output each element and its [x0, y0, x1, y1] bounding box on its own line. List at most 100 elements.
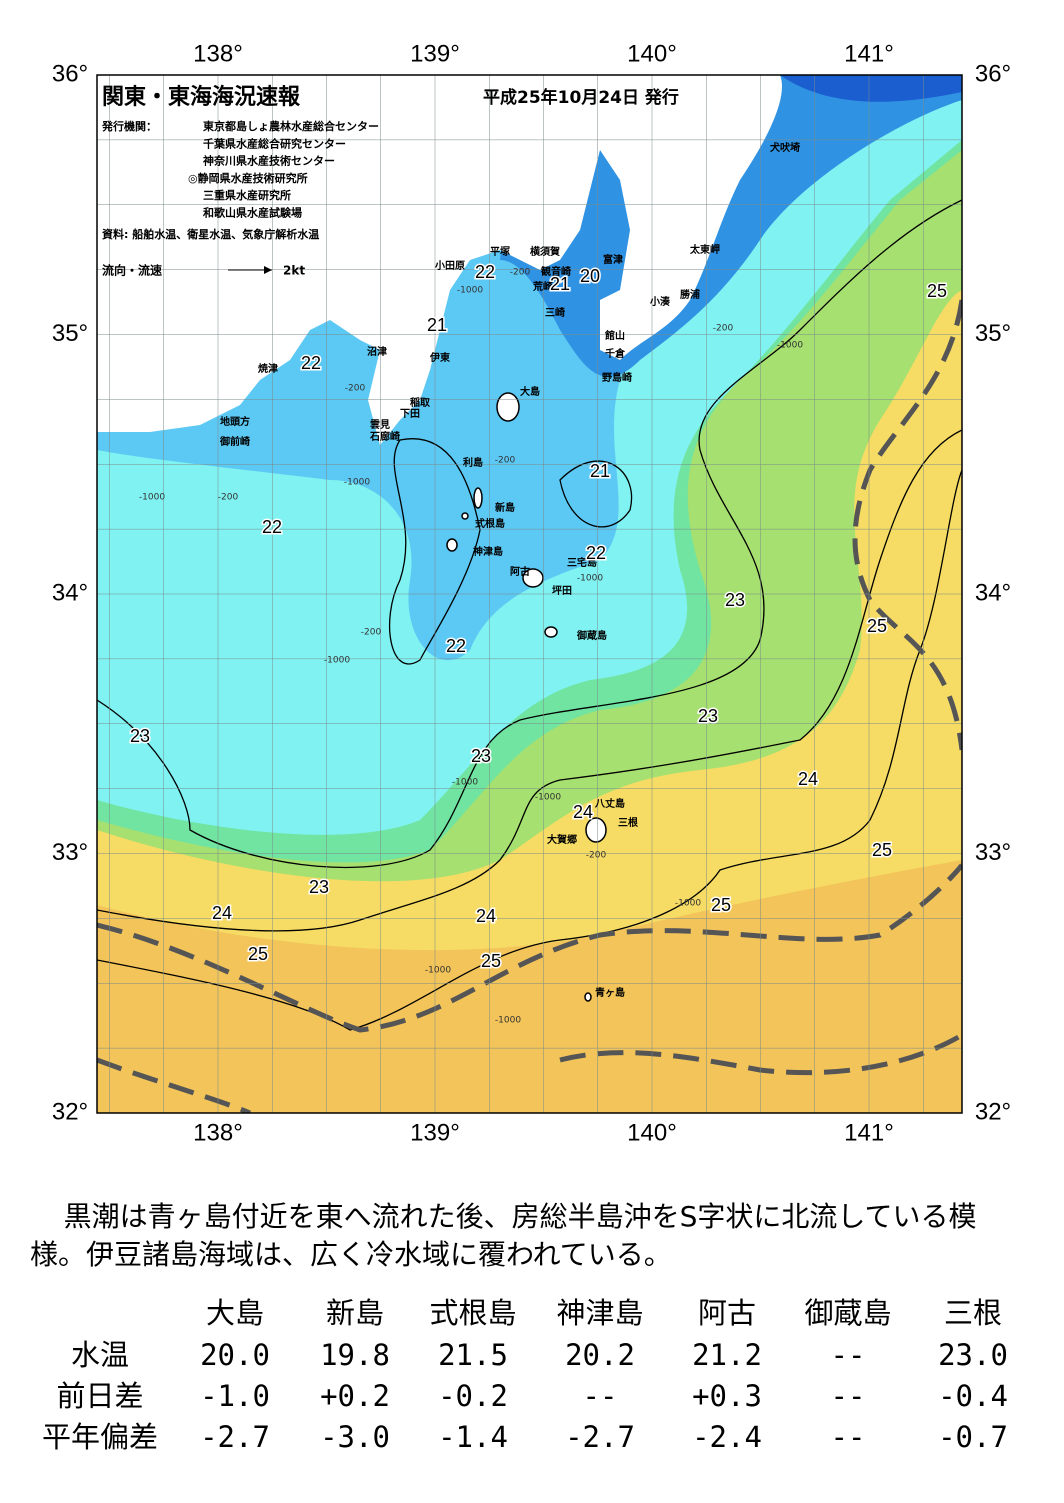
table-cell: 21.2	[692, 1338, 762, 1372]
table-cell: --	[831, 1379, 866, 1413]
lat-label: 33°	[52, 839, 88, 866]
lon-label: 138°	[193, 1119, 243, 1146]
lon-label: 139°	[410, 40, 460, 67]
table-row-label: 前日差	[56, 1379, 143, 1413]
depth-label: -200	[495, 456, 516, 466]
table-cell: -1.0	[200, 1379, 270, 1413]
lat-label: 34°	[52, 579, 88, 606]
isotherm-label: 22	[586, 543, 606, 563]
depth-label: -1000	[777, 341, 803, 351]
place-name: 三崎	[545, 306, 565, 319]
place-name: 御蔵島	[576, 629, 607, 642]
isotherm-label: 22	[301, 353, 321, 373]
isotherm-label: 21	[427, 315, 447, 335]
kuroshio-axis	[97, 299, 962, 1113]
issuer: 和歌山県水産試験場	[203, 206, 302, 220]
legend-arrowhead	[264, 266, 272, 274]
table-cell: -1.4	[438, 1420, 508, 1454]
place-name: 荒崎	[532, 280, 553, 293]
place-name: 石廊崎	[369, 430, 400, 443]
depth-label: -1000	[452, 778, 478, 788]
place-name: 観音崎	[541, 265, 571, 278]
depth-label: -1000	[577, 574, 603, 584]
place-name: 太東岬	[689, 243, 720, 256]
isotherm-label: 25	[867, 616, 887, 636]
table-cell: -0.4	[938, 1379, 1008, 1413]
place-name: 地頭方	[220, 415, 250, 428]
map-frame	[96, 74, 963, 1114]
depth-label: -200	[510, 268, 531, 278]
lon-label: 138°	[193, 40, 243, 67]
lat-label: 34°	[975, 579, 1011, 606]
isotherm-label: 25	[927, 281, 947, 301]
depth-label: -200	[713, 324, 734, 334]
isotherm-label: 21	[550, 274, 570, 294]
lat-label: 32°	[52, 1098, 88, 1125]
source: 資料: 船舶水温、衛星水温、気象庁解析水温	[102, 227, 319, 241]
place-name: 小湊	[649, 295, 671, 308]
map-area	[97, 75, 962, 1113]
depth-label: -200	[218, 493, 239, 503]
place-name: 雲見	[370, 419, 390, 431]
depth-label: -1000	[344, 478, 370, 488]
table-column: 新島	[326, 1296, 384, 1330]
place-name: 利島	[463, 456, 483, 469]
table-cell: -0.2	[438, 1379, 508, 1413]
lat-label: 35°	[975, 320, 1011, 347]
table-cell: 19.8	[320, 1338, 390, 1372]
lat-label: 32°	[975, 1098, 1011, 1125]
table-cell: +0.3	[692, 1379, 762, 1413]
table-cell: --	[583, 1379, 618, 1413]
isotherm-label: 23	[725, 590, 745, 610]
place-name: 小田原	[434, 259, 465, 272]
summary: 黒潮は青ヶ島付近を東へ流れた後、房総半島沖をS字状に北流している模様。伊豆諸島海…	[30, 1200, 977, 1271]
place-name: 館山	[604, 329, 625, 342]
depth-label: -1000	[139, 493, 165, 503]
place-name: 伊東	[429, 351, 450, 364]
place-name: 下田	[400, 408, 420, 420]
isotherm-label: 20	[580, 266, 600, 286]
place-name: 犬吠埼	[770, 141, 800, 154]
place-name: 稲取	[410, 396, 431, 409]
lat-label: 36°	[975, 60, 1011, 87]
place-name: 式根島	[475, 517, 505, 530]
depth-label: -1000	[495, 1016, 521, 1026]
table-row-label: 水温	[71, 1338, 129, 1372]
depth-label: -1000	[324, 656, 350, 666]
place-name: 三根	[618, 816, 638, 829]
issuer: 千葉県水産総合研究センター	[203, 136, 346, 150]
table-column: 御蔵島	[804, 1296, 891, 1330]
place-name: 阿古	[510, 565, 530, 578]
place-name: 三宅島	[567, 556, 597, 569]
lon-label: 139°	[410, 1119, 460, 1146]
isotherm-label: 23	[698, 706, 718, 726]
lon-label: 141°	[844, 1119, 894, 1146]
table-column: 大島	[206, 1296, 264, 1330]
depth-label: -1000	[675, 899, 701, 909]
table-cell: 23.0	[938, 1338, 1008, 1372]
table-cell: -2.7	[565, 1420, 635, 1454]
place-name: 野島崎	[602, 371, 632, 384]
depth-label: -1000	[425, 966, 451, 976]
isotherm-label: 25	[248, 944, 268, 964]
lat-label: 33°	[975, 839, 1011, 866]
table-cell: +0.2	[320, 1379, 390, 1413]
table-column: 神津島	[556, 1296, 643, 1330]
isotherm-label: 23	[309, 877, 329, 897]
place-name: 新島	[495, 501, 515, 514]
legend-scale: 2kt	[283, 264, 305, 278]
place-name: 勝浦	[680, 288, 700, 301]
depth-label: -200	[345, 384, 366, 394]
isotherm-label: 22	[446, 636, 466, 656]
table-cell: 21.5	[438, 1338, 508, 1372]
depth-label: -200	[361, 628, 382, 638]
lat-label: 36°	[52, 60, 88, 87]
table-cell: 20.2	[565, 1338, 635, 1372]
legend-label: 流向・流速	[102, 263, 162, 278]
place-name: 大賀郷	[547, 833, 577, 846]
isotherm-label: 25	[481, 951, 501, 971]
isotherm-label: 23	[471, 746, 491, 766]
isotherm-label: 24	[798, 769, 818, 789]
